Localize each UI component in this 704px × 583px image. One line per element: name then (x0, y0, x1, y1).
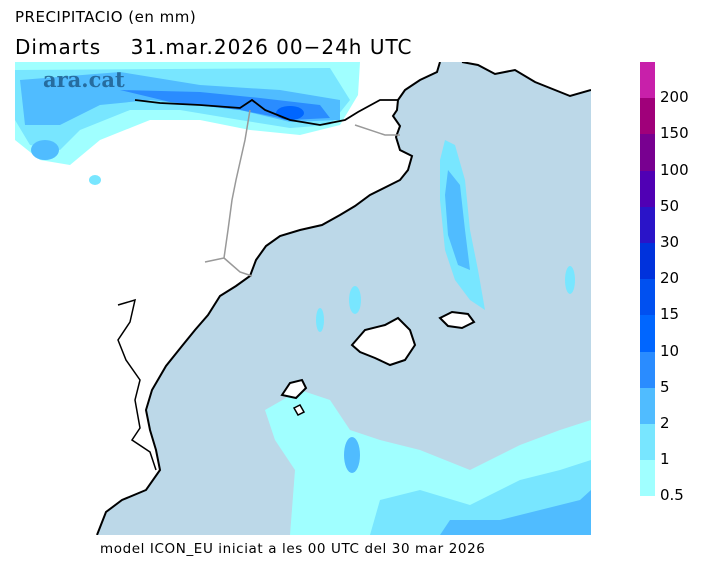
island-mallorca (350, 316, 417, 367)
legend-label: 10 (660, 341, 680, 360)
legend-bin (640, 387, 655, 424)
sea (97, 62, 591, 535)
legend-bin (640, 279, 655, 316)
legend-label: 30 (660, 233, 680, 251)
legend-bin (640, 242, 655, 280)
map-date-subtitle: Dimarts 31.mar.2026 00−24h UTC (15, 35, 413, 59)
coastline (96, 62, 441, 535)
legend-label: 200 (660, 88, 689, 107)
model-caption: model ICON_EU iniciat a les 00 UTC del 3… (100, 541, 486, 557)
legend-bin (640, 62, 655, 99)
region-border (204, 109, 400, 277)
island-formentera (292, 404, 306, 416)
legend-bin (640, 315, 655, 352)
legend-bin (640, 206, 655, 243)
color-legend (640, 62, 655, 497)
legend-label: 2 (660, 414, 670, 432)
island-ibiza (280, 378, 308, 400)
legend-bin (640, 351, 655, 388)
country-border (134, 98, 398, 126)
legend-label: 15 (660, 305, 680, 324)
ara-cat-logo: ara.cat (43, 67, 125, 92)
legend-label: 0.5 (660, 486, 684, 505)
legend-bin (640, 170, 655, 207)
coastline-france (461, 62, 591, 98)
legend-bin (640, 134, 655, 171)
legend-label: 1 (660, 450, 670, 469)
legend-label: 100 (660, 160, 689, 179)
map-title: PRECIPITACIO (en mm) (15, 8, 197, 26)
legend-bin (640, 98, 655, 135)
precipitation-map (15, 62, 591, 535)
legend-bin (640, 423, 655, 461)
legend-label: 5 (660, 377, 670, 396)
legend-label: 20 (660, 269, 680, 288)
legend-label: 150 (660, 124, 689, 143)
island-menorca (438, 310, 476, 330)
legend-label: 50 (660, 196, 680, 215)
precipitation-fields (15, 62, 591, 535)
legend-bin (640, 460, 655, 497)
region-border-valencia (117, 298, 157, 471)
